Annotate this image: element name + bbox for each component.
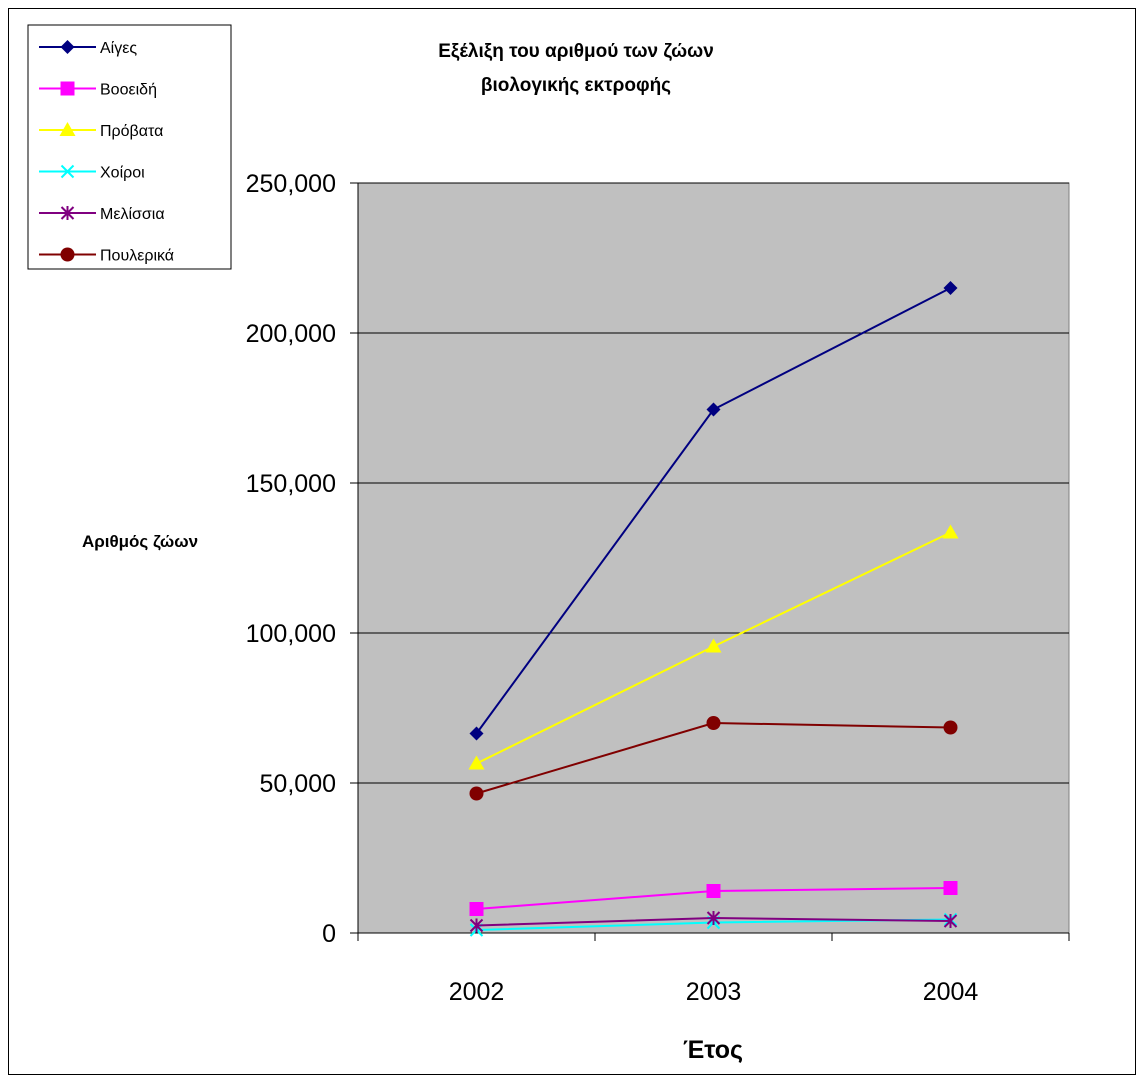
legend-label: Αίγες xyxy=(100,40,137,57)
y-tick-label: 250,000 xyxy=(246,170,336,198)
chart-title-line-1: Εξέλιξη του αριθμού των ζώων xyxy=(438,41,714,62)
legend-item: Πουλερικά xyxy=(39,247,174,265)
y-axis-label: Αριθμός ζώων xyxy=(82,532,198,551)
y-tick-label: 0 xyxy=(322,920,336,948)
x-tick-label: 2003 xyxy=(686,978,742,1006)
data-point xyxy=(943,720,958,735)
data-point xyxy=(706,911,721,925)
data-point xyxy=(469,918,484,933)
series-2 xyxy=(469,881,958,916)
data-point xyxy=(942,524,959,539)
data-point xyxy=(943,914,958,928)
legend-marker xyxy=(60,247,75,262)
y-tick-label: 100,000 xyxy=(246,620,336,648)
data-point xyxy=(469,726,484,741)
legend-item: Χοίροι xyxy=(39,165,145,182)
legend-marker xyxy=(60,81,75,96)
legend-item: Πρόβατα xyxy=(39,122,163,140)
y-tick-label: 200,000 xyxy=(246,320,336,348)
legend-marker xyxy=(59,122,76,136)
x-tick-label: 2004 xyxy=(923,978,979,1006)
data-point xyxy=(943,281,958,295)
data-point xyxy=(705,638,722,653)
legend-marker xyxy=(60,206,75,220)
series-1 xyxy=(469,281,958,741)
y-tick-label: 150,000 xyxy=(246,470,336,498)
data-point xyxy=(706,402,721,417)
legend-item: Βοοειδή xyxy=(39,81,157,99)
data-point xyxy=(469,902,484,916)
x-tick-labels: 2002 2003 2004 xyxy=(449,978,979,1006)
gridlines xyxy=(350,182,1070,941)
legend-label: Χοίροι xyxy=(100,165,145,182)
legend-item: Μελίσσια xyxy=(39,206,165,223)
legend-label: Πρόβατα xyxy=(100,123,163,140)
legend-marker xyxy=(60,164,75,179)
legend-box xyxy=(27,24,232,270)
x-tick-label: 2002 xyxy=(449,978,505,1006)
series-3 xyxy=(468,524,959,770)
chart-title-line-2: βιολογικής εκτροφής xyxy=(481,75,671,96)
y-tick-label: 50,000 xyxy=(260,770,336,798)
series-6 xyxy=(469,716,958,801)
plot-area xyxy=(357,182,1070,934)
series-lines xyxy=(468,281,959,937)
y-tick-labels: 0 50,000 100,000 150,000 200,000 250,000 xyxy=(246,170,336,948)
legend-item: Αίγες xyxy=(39,40,137,57)
x-axis-label: Έτος xyxy=(683,1036,743,1064)
data-point xyxy=(468,755,485,770)
legend-label: Πουλερικά xyxy=(100,248,174,265)
legend-label: Βοοειδή xyxy=(100,82,157,99)
axes xyxy=(357,183,1069,934)
series-5 xyxy=(469,911,958,933)
data-point xyxy=(706,884,721,898)
data-point xyxy=(469,786,484,801)
legend: Αίγες Βοοειδή Πρόβατα Χοίροι Μελίσσια Πουλερι… xyxy=(27,24,232,270)
legend-marker xyxy=(60,40,75,54)
data-point xyxy=(706,716,721,730)
data-point xyxy=(943,881,958,895)
legend-label: Μελίσσια xyxy=(100,206,165,223)
